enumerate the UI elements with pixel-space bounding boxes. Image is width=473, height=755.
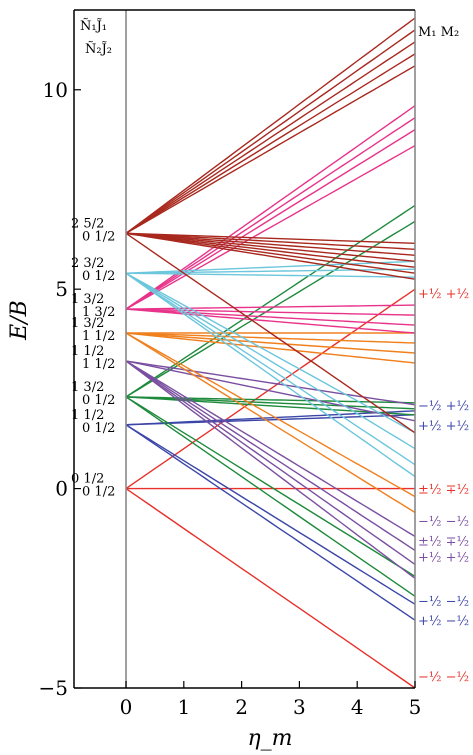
x-tick-label: 1 bbox=[177, 695, 190, 719]
x-tick-label: 4 bbox=[351, 695, 364, 719]
series-blue-curve-1 bbox=[125, 414, 416, 426]
state-label-upper: 1 1/2 bbox=[71, 408, 104, 423]
series-darkred-curve-2 bbox=[125, 232, 416, 256]
series-darkred-curve-7 bbox=[125, 65, 416, 234]
right-m-label: +½ +½ bbox=[418, 419, 469, 434]
x-axis-title: η_m bbox=[247, 726, 292, 751]
series-orange-curve-3 bbox=[125, 332, 416, 364]
series-orange-curve-2 bbox=[125, 332, 416, 354]
state-label-upper: 2 5/2 bbox=[71, 216, 104, 231]
series-darkred-curve-11 bbox=[125, 17, 416, 234]
series-darkred-curve-9 bbox=[125, 41, 416, 234]
series-pink-curve-5 bbox=[125, 129, 416, 310]
series-green-curve-3 bbox=[125, 396, 416, 577]
series-orange-curve-5 bbox=[125, 332, 416, 514]
series-pink-curve-0 bbox=[125, 304, 416, 310]
y-tick-label: 5 bbox=[55, 277, 68, 301]
state-label-upper: 1 3/2 bbox=[71, 316, 104, 331]
series-purple-curve-5 bbox=[125, 360, 416, 422]
right-m-label: +½ +½ bbox=[418, 287, 469, 302]
series-red-curve-2 bbox=[125, 488, 416, 689]
right-m-label: +½ +½ bbox=[418, 550, 469, 565]
state-label-upper: 1 1/2 bbox=[71, 344, 104, 359]
x-tick-label: 2 bbox=[235, 695, 248, 719]
series-cyan-curve-4 bbox=[125, 272, 416, 450]
series-pink-curve-2 bbox=[125, 308, 416, 326]
state-label-lower: 0 1/2 bbox=[82, 421, 115, 436]
curves-layer bbox=[125, 17, 416, 689]
series-darkred-curve-12 bbox=[125, 232, 416, 434]
state-label-upper: 1 3/2 bbox=[71, 292, 104, 307]
state-label-upper: 1 3/2 bbox=[71, 380, 104, 395]
right-m-label: +½ −½ bbox=[418, 614, 469, 629]
state-label-upper: 0 1/2 bbox=[71, 472, 104, 487]
state-label-upper: 2 3/2 bbox=[71, 256, 104, 271]
series-cyan-curve-2 bbox=[125, 272, 416, 278]
series-pink-curve-7 bbox=[125, 105, 416, 310]
series-blue-curve-2 bbox=[125, 424, 416, 605]
right-m-label: −½ −½ bbox=[418, 594, 469, 609]
series-purple-curve-4 bbox=[125, 360, 416, 406]
series-darkred-curve-6 bbox=[125, 232, 416, 280]
series-darkred-curve-5 bbox=[125, 232, 416, 274]
series-pink-curve-4 bbox=[125, 144, 416, 310]
right-m-label: ±½ ∓½ bbox=[418, 483, 469, 498]
series-purple-curve-3 bbox=[125, 360, 416, 579]
state-label-lower: 1 3/2 bbox=[82, 305, 115, 320]
state-label-lower: 1 1/2 bbox=[82, 329, 115, 344]
series-green-curve-6 bbox=[125, 204, 416, 398]
series-cyan-curve-5 bbox=[125, 272, 416, 466]
header-left-line2: Ñ₂J̃₂ bbox=[85, 41, 112, 57]
series-pink-curve-3 bbox=[125, 308, 416, 334]
series-purple-curve-1 bbox=[125, 360, 416, 551]
series-orange-curve-4 bbox=[125, 332, 416, 498]
series-pink-curve-1 bbox=[125, 308, 416, 316]
series-darkred-curve-8 bbox=[125, 53, 416, 234]
series-darkred-curve-4 bbox=[125, 232, 416, 268]
x-tick-label: 5 bbox=[409, 695, 422, 719]
series-green-curve-2 bbox=[125, 396, 416, 416]
axes-layer: −5 0 5 10 0 1 2 3 4 5 bbox=[39, 9, 422, 719]
series-darkred-curve-1 bbox=[125, 232, 416, 250]
series-darkred-curve-10 bbox=[125, 29, 416, 234]
state-label-lower: 1 1/2 bbox=[82, 357, 115, 372]
series-blue-curve-3 bbox=[125, 424, 416, 621]
state-label-lower: 0 1/2 bbox=[82, 269, 115, 284]
right-m-label: −½ −½ bbox=[418, 514, 469, 529]
right-m-label: −½ +½ bbox=[418, 399, 469, 414]
x-tick-label: 0 bbox=[120, 695, 133, 719]
right-m-label: ±½ ∓½ bbox=[418, 534, 469, 549]
series-cyan-curve-6 bbox=[125, 272, 416, 478]
x-tick-label: 3 bbox=[293, 695, 306, 719]
header-left-line1: Ñ₁J̃₁ bbox=[80, 18, 107, 34]
series-cyan-curve-0 bbox=[125, 260, 416, 274]
series-pink-curve-6 bbox=[125, 117, 416, 310]
series-cyan-curve-1 bbox=[125, 268, 416, 274]
y-tick-label: 10 bbox=[43, 78, 68, 102]
right-m-label: −½ −½ bbox=[418, 670, 469, 685]
header-right: M₁ M₂ bbox=[418, 25, 459, 40]
state-label-lower: 0 1/2 bbox=[82, 393, 115, 408]
y-tick-label: 0 bbox=[55, 477, 68, 501]
series-orange-curve-1 bbox=[125, 332, 416, 344]
state-label-lower: 0 1/2 bbox=[82, 229, 115, 244]
series-purple-curve-2 bbox=[125, 360, 416, 565]
series-purple-curve-0 bbox=[125, 360, 416, 538]
y-tick-label: −5 bbox=[39, 676, 68, 700]
series-darkred-curve-0 bbox=[125, 232, 416, 244]
series-cyan-curve-3 bbox=[125, 272, 416, 434]
labels-layer: 0 1/20 1/21 1/20 1/21 3/20 1/21 1/21 1/2… bbox=[71, 216, 469, 685]
series-darkred-curve-3 bbox=[125, 232, 416, 262]
state-label-lower: 0 1/2 bbox=[82, 485, 115, 500]
y-axis-title: E/B bbox=[7, 300, 32, 341]
series-green-curve-4 bbox=[125, 396, 416, 597]
